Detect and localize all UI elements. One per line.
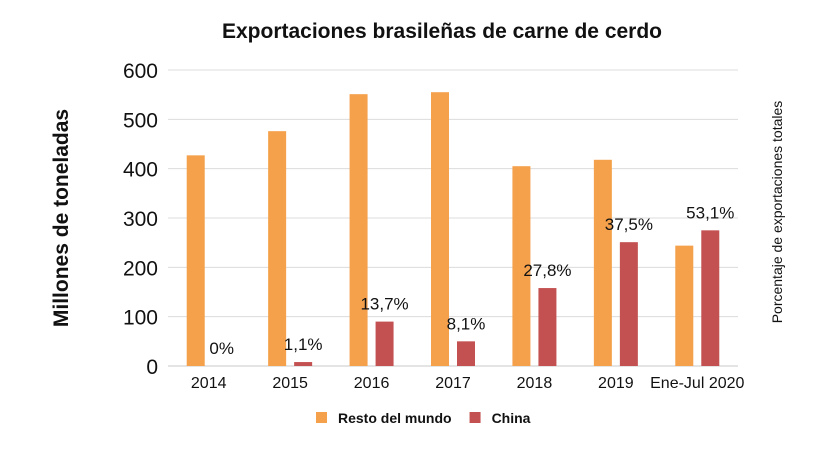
secondary-y-axis-label: Porcentaje de exportaciones totales [769,101,785,324]
x-tick-label: 2014 [191,375,227,392]
x-tick-label: 2019 [598,375,634,392]
x-tick-label: 2016 [354,375,390,392]
bar-china [538,288,557,366]
legend: Resto del mundo China [316,410,531,426]
bar-china [701,230,720,366]
y-tick-label: 0 [146,356,158,379]
data-labels: 0% 1,1% 13,7% 8,1% 27,8% 37,5% 53,1% [209,203,734,358]
legend-swatch [469,412,481,423]
bar-resto-del-mundo [349,94,368,366]
x-tick-label: 2015 [272,375,308,392]
y-tick-label: 600 [123,60,158,83]
y-axis-ticks: 0 100 200 300 400 500 600 [123,60,158,379]
bar-resto-del-mundo [268,131,287,366]
bar-resto-del-mundo [512,166,531,366]
y-tick-label: 200 [123,257,158,280]
bar-resto-del-mundo [593,159,612,366]
data-label: 37,5% [605,215,653,234]
data-label: 53,1% [686,203,734,222]
data-label: 8,1% [447,314,486,333]
bars [186,92,720,366]
bar-resto-del-mundo [675,245,694,366]
x-tick-label: Ene-Jul 2020 [650,375,744,392]
bar-china [619,242,638,366]
legend-label: China [492,410,531,426]
data-label: 1,1% [284,335,323,354]
gridlines [168,69,738,367]
y-tick-label: 500 [123,109,158,132]
bar-resto-del-mundo [431,92,449,366]
x-tick-label: 2018 [517,375,553,392]
x-axis-ticks: 2014 2015 2016 2017 2018 2019 Ene-Jul 2020 [191,375,745,392]
x-tick-label: 2017 [435,375,471,392]
y-tick-label: 400 [123,159,158,182]
chart-title: Exportaciones brasileñas de carne de cer… [222,20,662,43]
data-label: 13,7% [360,295,408,314]
bar-resto-del-mundo [186,155,205,366]
data-label: 0% [209,339,234,358]
bar-china [294,362,313,366]
legend-swatch [316,412,327,423]
bar-china [457,341,475,366]
y-tick-label: 100 [123,307,158,330]
data-label: 27,8% [523,261,571,280]
bar-china [375,321,394,366]
y-axis-label: Millones de toneladas [50,109,73,327]
legend-label: Resto del mundo [338,410,452,426]
y-tick-label: 300 [123,208,158,231]
